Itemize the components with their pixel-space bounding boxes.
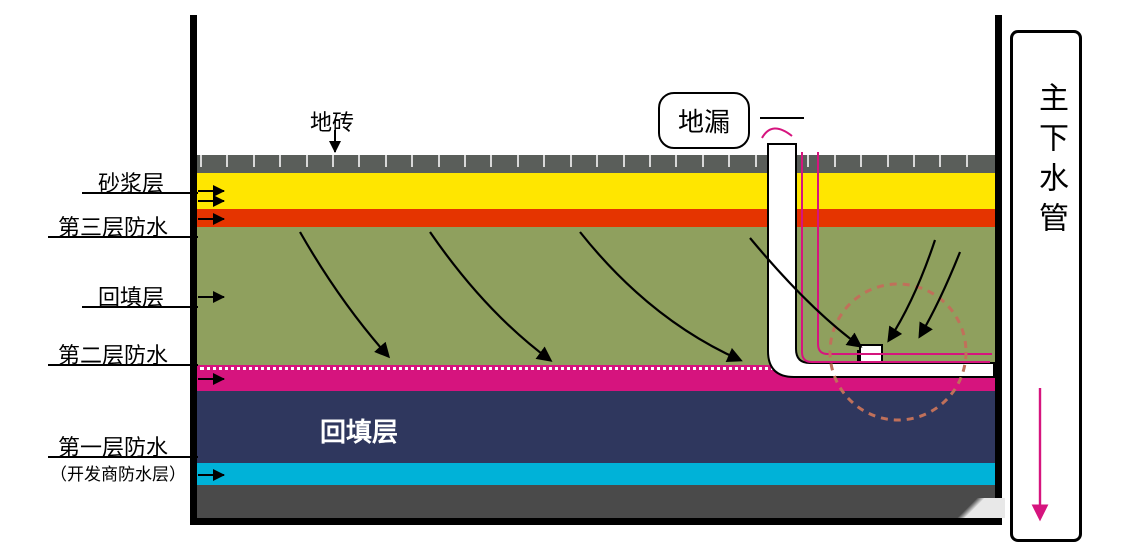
layer-mortar (197, 173, 995, 209)
arrow-mortar (198, 190, 224, 192)
underline-wp3 (48, 236, 198, 238)
underline-wp1 (48, 456, 198, 458)
layer-waterproof-3 (197, 209, 995, 227)
base-light-wedge (945, 498, 1005, 518)
arrow-wp3 (198, 218, 224, 220)
arrow-mortar-2 (198, 200, 224, 202)
layer-backfill (197, 227, 995, 365)
label-tile: 地砖 (310, 105, 354, 137)
layer-inner-fill (197, 391, 995, 463)
diagram-canvas: 回填层 砂浆层 第三层防水 回填层 第二层防水 第一层防水 （开发商防水层） 地… (0, 0, 1124, 556)
underline-backfill (82, 306, 198, 308)
arrow-wp1 (198, 474, 224, 476)
drain-callout: 地漏 (658, 92, 750, 149)
underline-mortar (82, 192, 198, 194)
inner-fill-label: 回填层 (320, 412, 398, 449)
main-downpipe-label: 主下水管 (1028, 82, 1072, 242)
tile-grout-lines (200, 155, 992, 167)
label-wp1-sub: （开发商防水层） (50, 460, 186, 485)
arrow-tile (334, 130, 336, 152)
layer-base-slab (197, 485, 995, 518)
arrow-wp2 (198, 378, 224, 380)
layer-waterproof-1 (197, 463, 995, 485)
wp2-dotted-top (200, 367, 992, 370)
underline-wp2 (48, 364, 198, 366)
drain-callout-text: 地漏 (678, 107, 730, 137)
arrow-backfill (198, 296, 224, 298)
